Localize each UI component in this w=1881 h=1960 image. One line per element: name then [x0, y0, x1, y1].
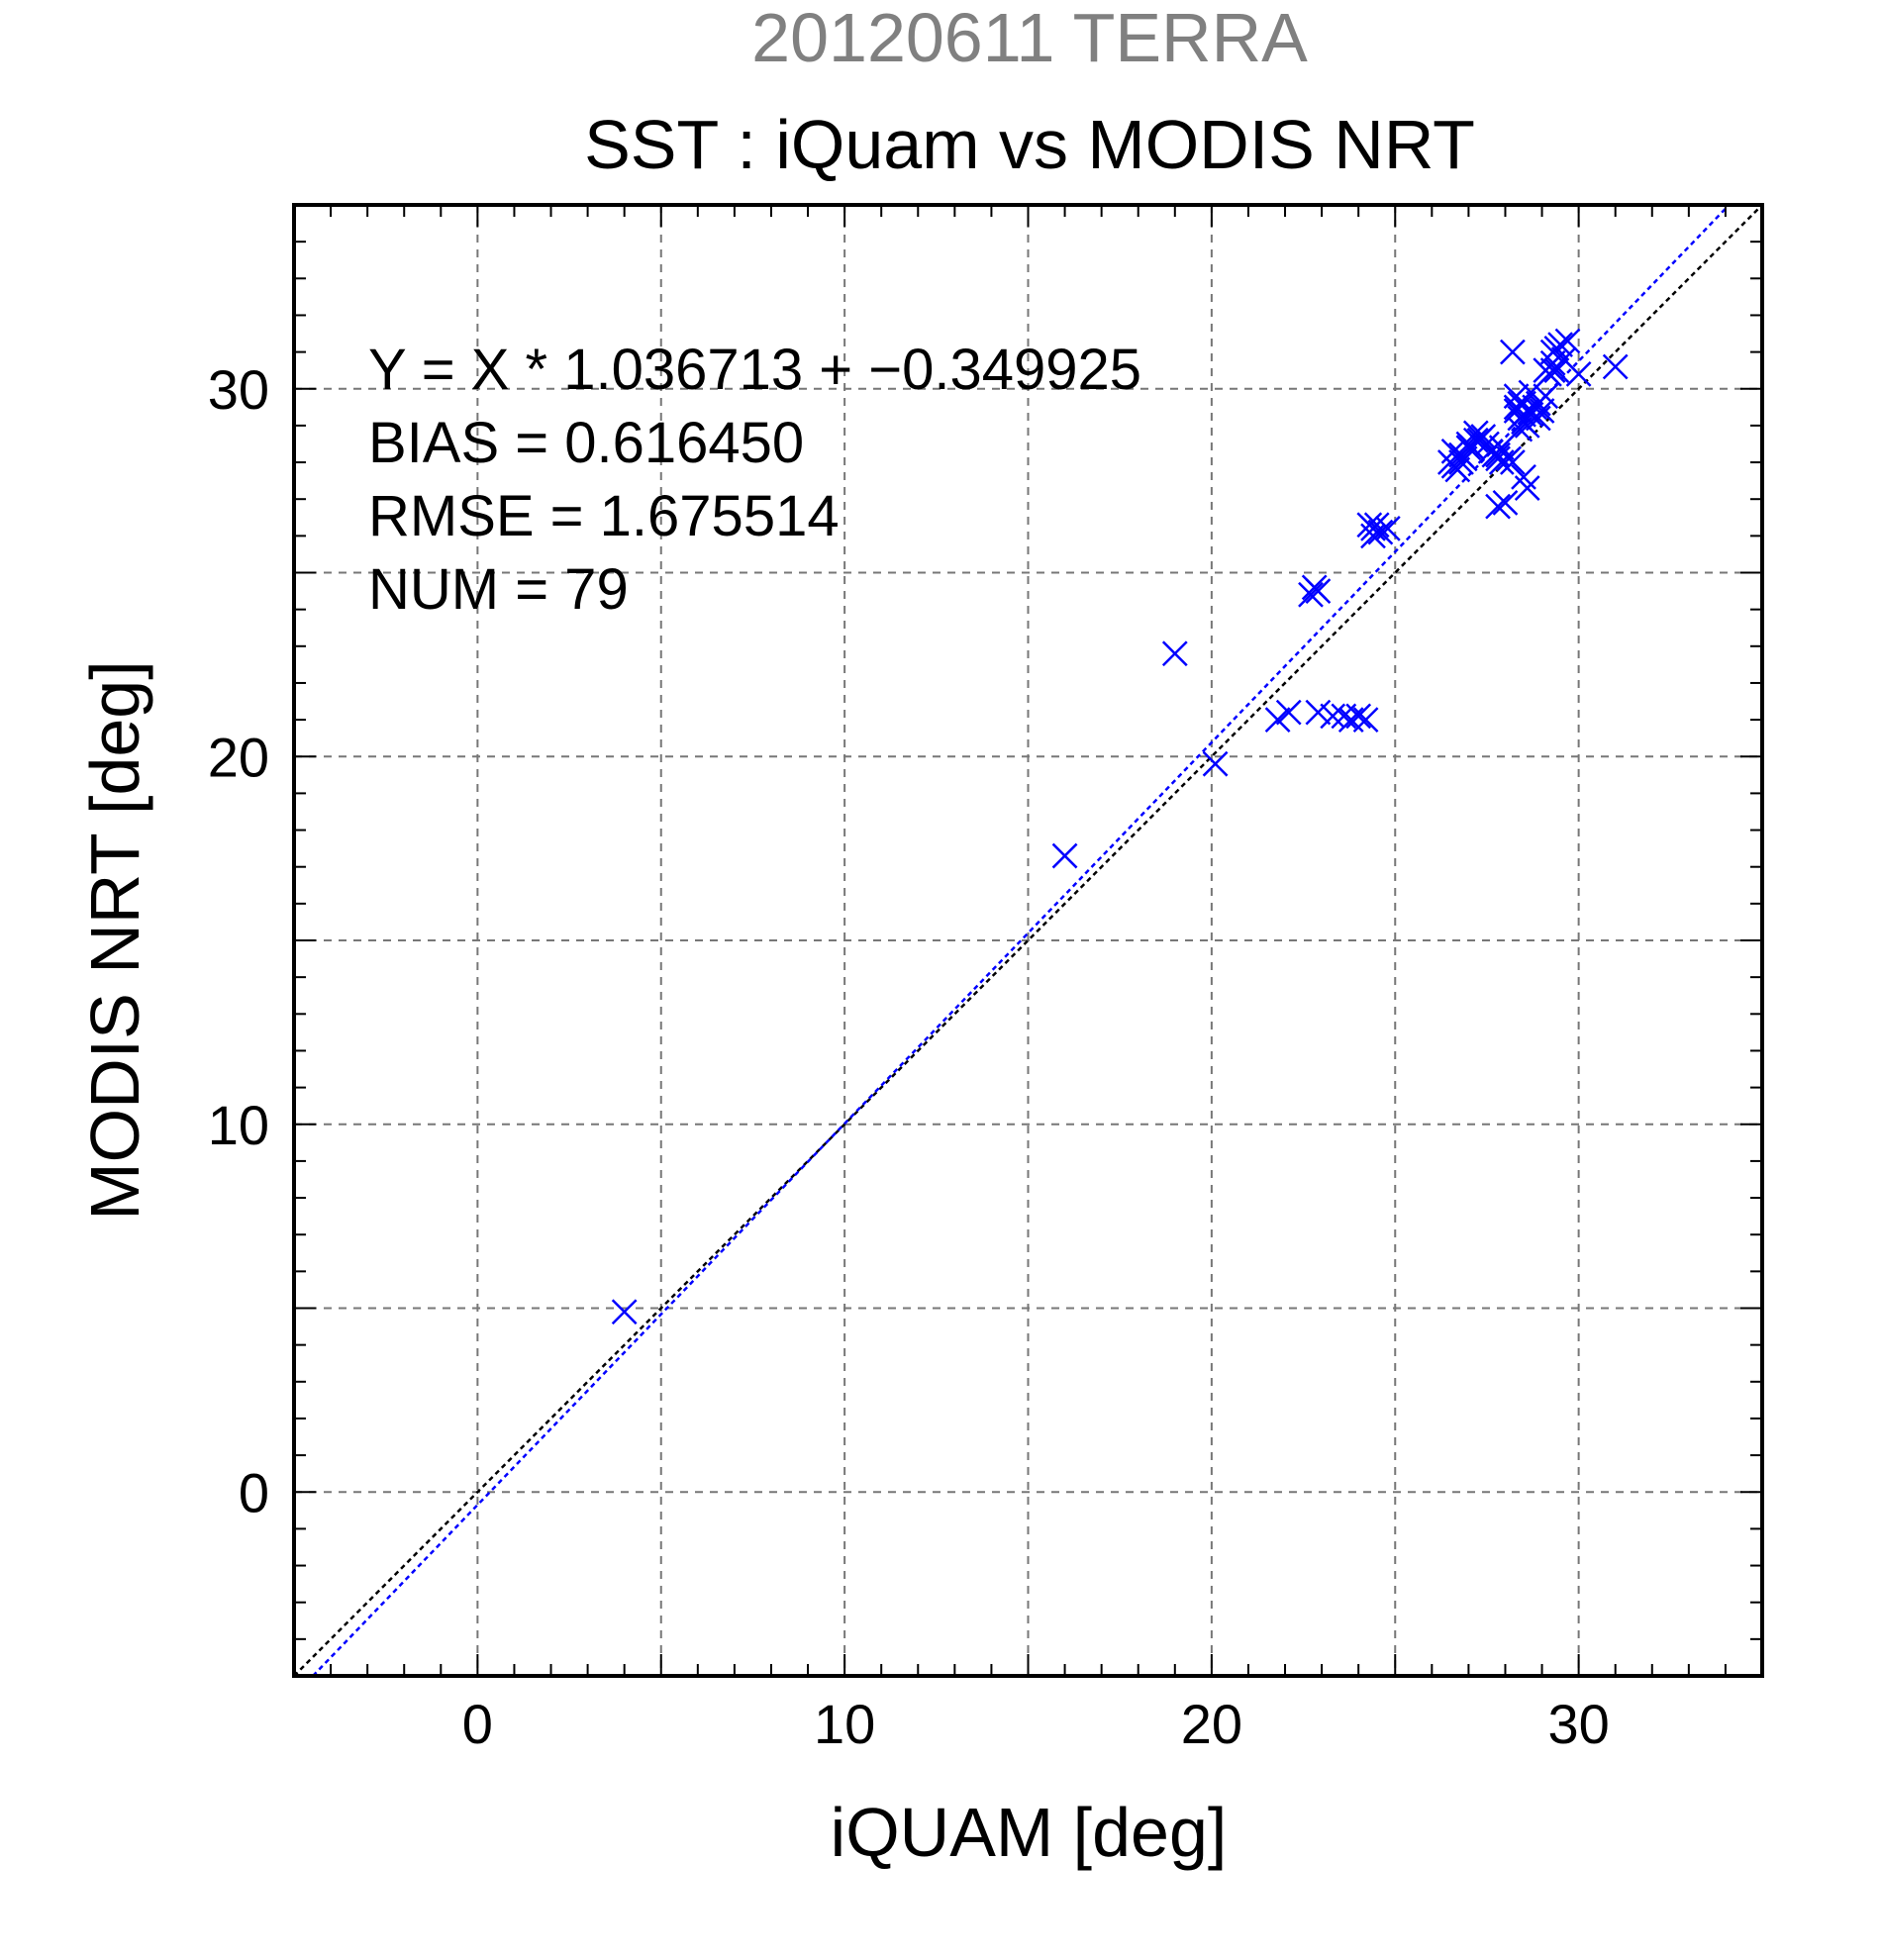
data-point	[1345, 703, 1372, 730]
data-point	[1374, 516, 1401, 541]
data-point-stroke	[1275, 699, 1302, 726]
data-point	[1543, 357, 1570, 384]
y-axis-label: MODIS NRT [deg]	[76, 660, 153, 1220]
data-point	[1331, 703, 1357, 730]
data-point	[1448, 449, 1474, 475]
y-tick-label: 0	[239, 1461, 269, 1523]
data-points	[611, 328, 1629, 1325]
data-point	[1485, 441, 1511, 468]
data-point-stroke	[1352, 707, 1379, 733]
x-tick-label: 20	[1181, 1693, 1242, 1755]
data-point-stroke	[611, 1299, 638, 1325]
fit-line	[312, 204, 1731, 1677]
data-point-stroke	[1298, 581, 1324, 608]
x-tick-label: 0	[462, 1693, 493, 1755]
data-point-stroke	[1539, 357, 1566, 384]
data-point-stroke	[1543, 357, 1570, 384]
data-point-stroke	[1374, 516, 1401, 541]
data-point-stroke	[1500, 449, 1526, 475]
data-point-stroke	[1503, 398, 1530, 424]
data-point	[1360, 523, 1386, 549]
data-point	[1485, 493, 1511, 520]
data-point-stroke	[1448, 449, 1474, 475]
data-point	[1477, 439, 1504, 464]
data-point	[1202, 750, 1229, 777]
data-point-stroke	[1470, 424, 1497, 449]
x-axis-label: iQUAM [deg]	[831, 1794, 1228, 1871]
grid-lines	[294, 205, 1762, 1676]
data-point	[1367, 519, 1394, 545]
data-point-stroke	[1554, 328, 1581, 354]
data-point	[1500, 339, 1526, 365]
data-point	[1051, 842, 1078, 869]
x-tick-label: 10	[814, 1693, 875, 1755]
data-point	[1565, 361, 1592, 387]
chart-title: SST : iQuam vs MODIS NRT	[584, 106, 1475, 183]
data-point-stroke	[1602, 353, 1629, 380]
data-point	[1275, 699, 1302, 726]
data-point-stroke	[1161, 640, 1188, 667]
data-point-stroke	[1525, 390, 1551, 417]
data-point-stroke	[1565, 361, 1592, 387]
data-point-stroke	[1533, 357, 1559, 384]
data-point	[1514, 475, 1540, 501]
data-point-stroke	[1051, 842, 1078, 869]
data-point	[1543, 336, 1570, 361]
y-tick-label: 20	[208, 726, 269, 788]
data-point	[1539, 357, 1566, 384]
data-point	[1470, 424, 1497, 449]
data-point-stroke	[1514, 413, 1540, 439]
data-point	[1602, 353, 1629, 380]
rmse-value: RMSE = 1.675514	[368, 484, 840, 548]
chart-suptitle: 20120611 TERRA	[751, 0, 1308, 76]
data-point	[1320, 703, 1346, 730]
data-point-stroke	[1485, 441, 1511, 468]
plot-frame	[292, 203, 1764, 1678]
data-point-stroke	[1455, 435, 1482, 461]
data-point-stroke	[1367, 519, 1394, 545]
data-point-stroke	[1360, 523, 1386, 549]
num-value: NUM = 79	[368, 557, 629, 622]
data-point-stroke	[1492, 490, 1519, 516]
data-point	[1503, 398, 1530, 424]
data-point-stroke	[1264, 707, 1291, 733]
y-tick-label: 30	[208, 358, 269, 421]
data-point	[1440, 452, 1467, 479]
tick-labels: 0 10 20 30 0 10 20 30	[208, 358, 1610, 1755]
data-point-stroke	[1477, 439, 1504, 464]
data-point	[1533, 357, 1559, 384]
data-point-stroke	[1543, 336, 1570, 361]
data-point-stroke	[1305, 578, 1332, 604]
data-point	[1554, 328, 1581, 354]
data-point-stroke	[1345, 703, 1372, 730]
data-point-stroke	[1500, 339, 1526, 365]
data-point-stroke	[1511, 464, 1536, 490]
data-point-stroke	[1440, 452, 1467, 479]
data-point	[1337, 707, 1364, 733]
data-point	[1264, 707, 1291, 733]
data-point	[1352, 707, 1379, 733]
data-point	[1511, 401, 1536, 428]
data-point-stroke	[1202, 750, 1229, 777]
data-point	[1492, 490, 1519, 516]
x-tick-label: 30	[1547, 1693, 1609, 1755]
stats-annotation: Y = X * 1.036713 + −0.349925 BIAS = 0.61…	[368, 338, 1141, 622]
data-point	[1500, 449, 1526, 475]
data-point	[1298, 581, 1324, 608]
data-point-stroke	[1305, 699, 1332, 726]
data-point-stroke	[1514, 475, 1540, 501]
data-point	[1525, 390, 1551, 417]
data-point	[611, 1299, 638, 1325]
data-point-stroke	[1485, 493, 1511, 520]
data-point	[1455, 435, 1482, 461]
fit-equation: Y = X * 1.036713 + −0.349925	[368, 338, 1141, 402]
data-point-stroke	[1507, 390, 1534, 417]
y-tick-label: 10	[208, 1094, 269, 1156]
data-point	[1161, 640, 1188, 667]
bias-value: BIAS = 0.616450	[368, 411, 804, 475]
data-point-stroke	[1511, 401, 1536, 428]
data-point	[1305, 578, 1332, 604]
data-point	[1305, 699, 1332, 726]
